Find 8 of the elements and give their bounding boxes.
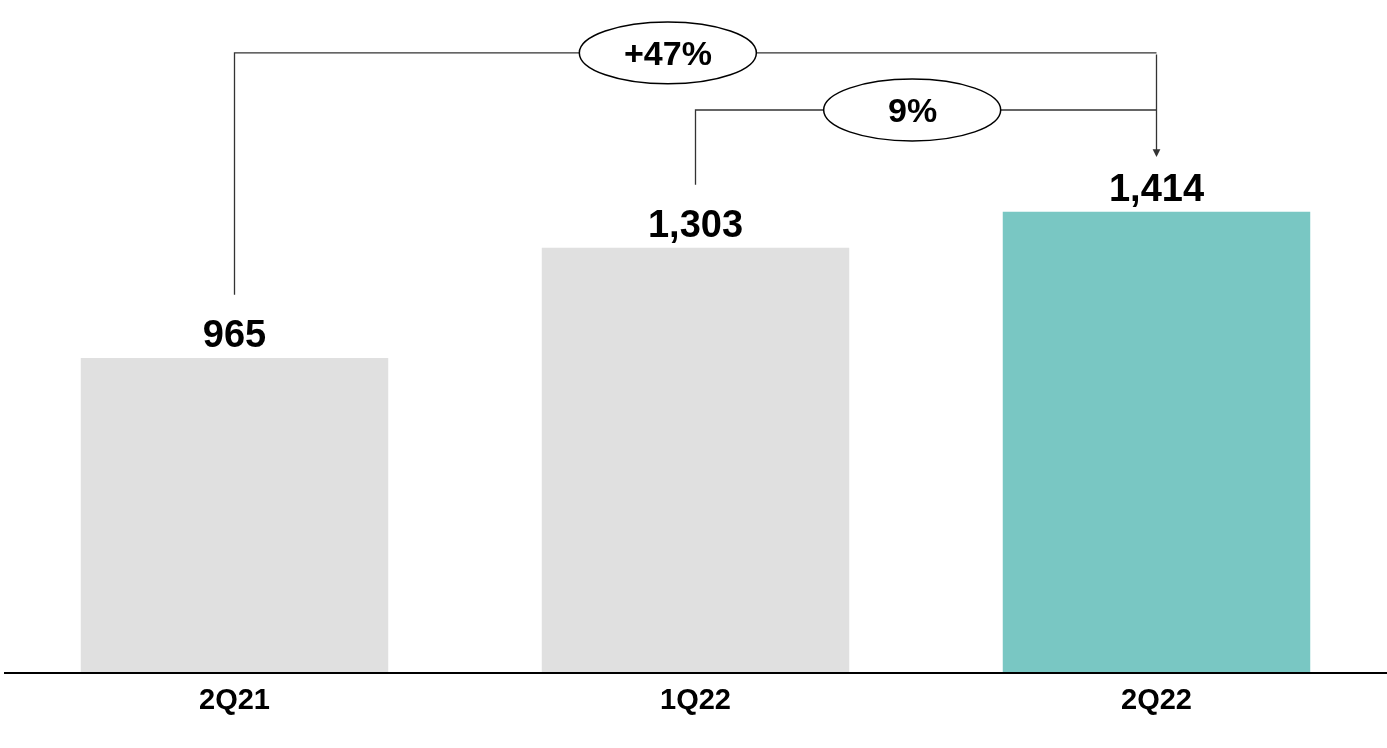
text: 9% — [888, 91, 938, 129]
x-tick-label: 2Q21 — [199, 682, 270, 715]
text: +47% — [624, 34, 712, 72]
x-tick-label: 1Q22 — [660, 682, 731, 715]
x-tick-label: 2Q22 — [1121, 682, 1192, 715]
data-label: 965 — [202, 312, 267, 355]
data-label: 1,414 — [1108, 166, 1205, 209]
data-label: 1,303 — [647, 202, 744, 245]
